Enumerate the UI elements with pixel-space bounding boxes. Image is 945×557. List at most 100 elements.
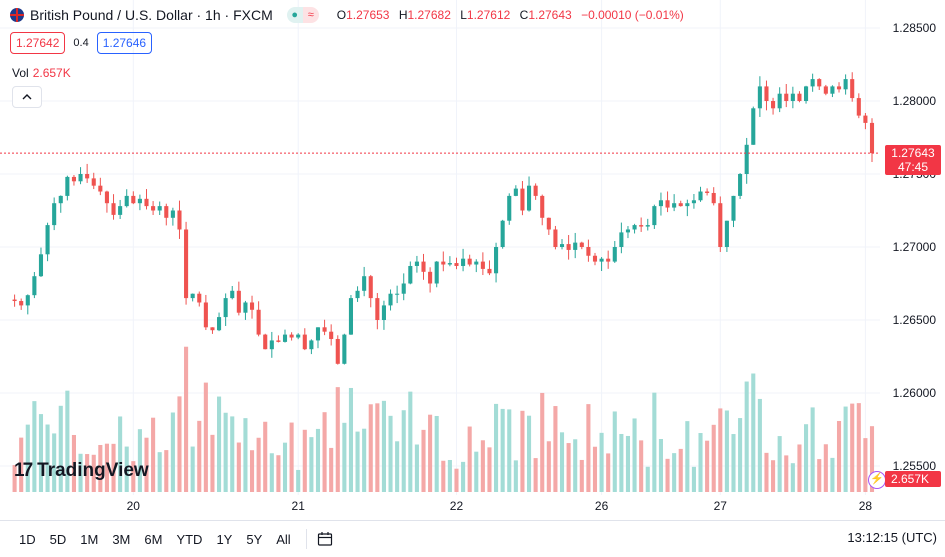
add-indicator-icon[interactable]: ⚡ bbox=[868, 471, 886, 489]
candle-body bbox=[348, 298, 354, 335]
price-tick-label: 1.26000 bbox=[893, 386, 937, 400]
candle-body bbox=[276, 340, 281, 342]
candle-body bbox=[368, 276, 373, 299]
utc-clock[interactable]: 13:12:15 (UTC) bbox=[847, 530, 937, 545]
candle-body bbox=[566, 244, 571, 250]
timeframe-5y[interactable]: 5Y bbox=[246, 531, 263, 547]
symbol-legend[interactable]: British Pound / U.S. Dollar · 1h · FXCM … bbox=[10, 7, 690, 23]
volume-bar bbox=[236, 442, 241, 492]
volume-bars bbox=[12, 346, 875, 492]
calendar-range-icon[interactable] bbox=[317, 531, 333, 547]
volume-bar bbox=[428, 414, 433, 492]
candle-body bbox=[269, 340, 274, 350]
timeframe-1d[interactable]: 1D bbox=[19, 531, 36, 547]
candle-body bbox=[421, 261, 426, 272]
candle-body bbox=[58, 195, 63, 204]
buy-button[interactable]: 1.27646 bbox=[96, 32, 153, 54]
timeframe-3m[interactable]: 3M bbox=[112, 531, 131, 547]
volume-bar bbox=[111, 443, 116, 492]
candle-body bbox=[401, 283, 406, 294]
volume-bar bbox=[540, 392, 545, 492]
collapse-legend-button[interactable] bbox=[12, 86, 42, 108]
volume-bar bbox=[388, 415, 393, 492]
timeframe-1y[interactable]: 1Y bbox=[216, 531, 233, 547]
candle-body bbox=[573, 242, 578, 250]
volume-bar bbox=[203, 382, 208, 492]
candle-body bbox=[296, 334, 301, 338]
candle-body bbox=[619, 232, 624, 247]
volume-bar bbox=[731, 434, 736, 492]
volume-bar bbox=[744, 381, 749, 492]
timeframe-all[interactable]: All bbox=[276, 531, 291, 547]
volume-bar bbox=[329, 447, 334, 492]
candle-body bbox=[645, 225, 650, 227]
volume-bar bbox=[566, 443, 571, 492]
candle-body bbox=[797, 93, 802, 101]
volume-bar bbox=[764, 452, 769, 492]
candle-body bbox=[223, 298, 228, 318]
candle-body bbox=[751, 108, 756, 145]
candle-body bbox=[744, 144, 749, 174]
volume-bar bbox=[513, 460, 518, 492]
candle-body bbox=[375, 298, 380, 320]
volume-bar bbox=[546, 441, 551, 492]
sell-button[interactable]: 1.27642 bbox=[10, 32, 66, 54]
volume-bar bbox=[645, 466, 650, 492]
volume-bar bbox=[177, 396, 182, 492]
candle-body bbox=[111, 203, 116, 215]
volume-bar bbox=[526, 415, 532, 492]
candle-body bbox=[315, 327, 321, 341]
candle-body bbox=[678, 203, 683, 207]
volume-bar bbox=[823, 444, 828, 492]
volume-bar bbox=[71, 434, 76, 492]
wave-icon: ≈ bbox=[302, 7, 319, 23]
symbol-title[interactable]: British Pound / U.S. Dollar · 1h · FXCM bbox=[30, 7, 273, 23]
price-chart[interactable]: 1.255001.260001.265001.270001.275001.280… bbox=[0, 0, 945, 520]
candle-body bbox=[592, 255, 598, 262]
timeframe-ytd[interactable]: YTD bbox=[176, 531, 203, 547]
candle-body bbox=[164, 206, 169, 218]
candle-body bbox=[500, 220, 505, 247]
volume-legend[interactable]: Vol 2.657K bbox=[12, 66, 71, 80]
candle-body bbox=[467, 258, 472, 265]
candle-body bbox=[540, 195, 545, 218]
candle-body bbox=[131, 195, 136, 204]
volume-bar bbox=[830, 457, 835, 492]
candle-body bbox=[843, 79, 848, 90]
volume-bar bbox=[751, 373, 756, 492]
price-axis: 1.255001.260001.265001.270001.275001.280… bbox=[893, 21, 937, 473]
volume-bar bbox=[606, 453, 611, 492]
volume-bar bbox=[256, 437, 261, 492]
market-status-icon[interactable]: ● ≈ bbox=[286, 7, 319, 23]
volume-bar bbox=[738, 418, 743, 492]
volume-bar bbox=[85, 454, 90, 492]
gbp-flag-icon bbox=[10, 8, 24, 22]
candle-body bbox=[830, 86, 835, 94]
candlesticks bbox=[12, 72, 875, 365]
candle-body bbox=[256, 309, 261, 335]
candle-body bbox=[335, 338, 340, 364]
candle-body bbox=[184, 229, 189, 299]
volume-bar bbox=[322, 412, 327, 492]
volume-bar bbox=[223, 412, 228, 492]
candle-body bbox=[579, 242, 584, 247]
candle-body bbox=[381, 305, 386, 320]
candle-body bbox=[810, 79, 815, 87]
volume-bar bbox=[553, 406, 558, 492]
timeframe-5d[interactable]: 5D bbox=[49, 531, 67, 547]
timeframe-6m[interactable]: 6M bbox=[144, 531, 163, 547]
candle-body bbox=[639, 225, 644, 227]
volume-bar bbox=[296, 469, 301, 492]
volume-bar bbox=[705, 440, 710, 492]
candle-body bbox=[685, 203, 690, 207]
volume-bar bbox=[197, 420, 202, 492]
volume-bar bbox=[817, 459, 822, 492]
volume-bar bbox=[309, 437, 314, 492]
bar-countdown: 47:45 bbox=[897, 160, 929, 174]
volume-bar bbox=[724, 410, 729, 492]
volume-bar bbox=[302, 429, 307, 492]
volume-bar bbox=[480, 440, 485, 492]
volume-bar bbox=[184, 346, 189, 492]
timeframe-1m[interactable]: 1M bbox=[80, 531, 99, 547]
tradingview-logo[interactable]: 17 TradingView bbox=[14, 460, 149, 482]
